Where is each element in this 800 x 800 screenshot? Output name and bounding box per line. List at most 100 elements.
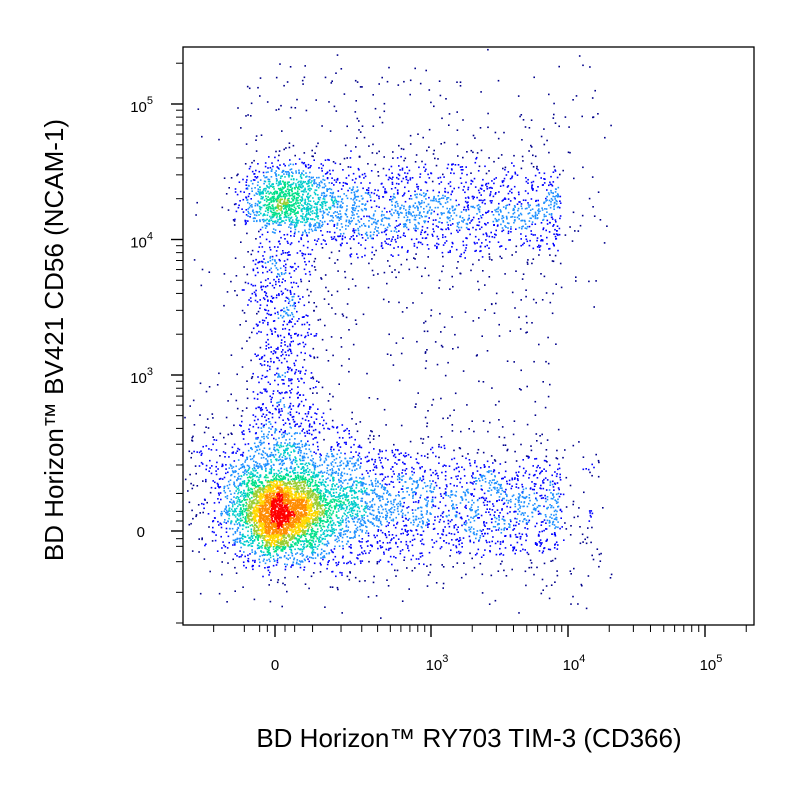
event-dot bbox=[303, 510, 305, 512]
event-dot bbox=[278, 538, 280, 541]
event-dot bbox=[333, 448, 335, 451]
event-dot bbox=[281, 484, 283, 487]
event-dot bbox=[339, 492, 341, 494]
event-dot bbox=[464, 506, 466, 508]
event-dot bbox=[263, 539, 265, 541]
event-dot bbox=[464, 528, 466, 531]
event-dot bbox=[240, 501, 243, 503]
event-dot bbox=[375, 493, 378, 496]
event-dot bbox=[254, 550, 256, 553]
event-dot bbox=[269, 493, 272, 495]
event-dot bbox=[256, 509, 259, 511]
event-dot bbox=[285, 445, 288, 447]
event-dot bbox=[301, 552, 303, 555]
event-dot bbox=[471, 482, 473, 484]
event-dot bbox=[266, 498, 268, 500]
event-dot bbox=[299, 528, 301, 530]
event-dot bbox=[335, 499, 337, 501]
event-dot bbox=[349, 560, 351, 563]
event-dot bbox=[319, 562, 322, 565]
event-dot bbox=[384, 504, 387, 506]
event-dot bbox=[279, 545, 282, 548]
event-dot bbox=[224, 456, 226, 458]
event-dot bbox=[266, 480, 269, 483]
event-dot bbox=[333, 506, 336, 508]
event-dot bbox=[304, 476, 307, 479]
event-dot bbox=[478, 477, 480, 480]
event-dot bbox=[344, 509, 347, 512]
event-dot bbox=[349, 571, 351, 573]
event-dot bbox=[311, 491, 313, 493]
event-dot bbox=[277, 534, 280, 536]
event-dot bbox=[262, 560, 265, 562]
event-dot bbox=[386, 503, 388, 506]
event-dot bbox=[305, 530, 307, 532]
event-dot bbox=[312, 494, 314, 496]
event-dot bbox=[545, 500, 547, 503]
event-dot bbox=[512, 529, 514, 531]
event-dot bbox=[323, 497, 325, 499]
event-dot bbox=[385, 525, 388, 528]
event-dot bbox=[283, 513, 286, 515]
event-dot bbox=[289, 459, 292, 461]
event-dot bbox=[305, 501, 308, 503]
event-dot bbox=[281, 410, 283, 412]
event-dot bbox=[331, 586, 334, 588]
event-dot bbox=[439, 537, 442, 539]
event-dot bbox=[242, 524, 245, 527]
event-dot bbox=[299, 506, 302, 508]
event-dot bbox=[270, 459, 272, 461]
event-dot bbox=[330, 534, 333, 536]
event-dot bbox=[470, 494, 473, 496]
event-dot bbox=[265, 518, 268, 520]
event-dot bbox=[421, 479, 423, 482]
event-dot bbox=[256, 491, 259, 493]
event-dot bbox=[373, 448, 375, 450]
event-dot bbox=[317, 474, 320, 476]
event-dot bbox=[285, 504, 288, 507]
event-dot bbox=[330, 499, 332, 501]
event-dot bbox=[235, 497, 237, 499]
event-dot bbox=[301, 507, 303, 509]
event-dot bbox=[284, 492, 287, 494]
event-dot bbox=[357, 490, 360, 493]
event-dot bbox=[351, 462, 353, 465]
event-dot bbox=[273, 545, 276, 548]
event-dot bbox=[319, 496, 322, 499]
event-dot bbox=[244, 544, 246, 546]
event-dot bbox=[433, 486, 436, 489]
event-dot bbox=[261, 504, 264, 507]
event-dot bbox=[238, 503, 240, 506]
event-dot bbox=[397, 475, 399, 478]
event-dot bbox=[378, 435, 380, 437]
event-dot bbox=[266, 530, 268, 533]
event-dot bbox=[258, 507, 260, 510]
event-dot bbox=[296, 523, 298, 525]
event-dot bbox=[293, 478, 295, 480]
event-dot bbox=[373, 518, 375, 520]
event-dot bbox=[335, 502, 338, 505]
event-dot bbox=[318, 498, 321, 500]
event-dot bbox=[386, 514, 388, 517]
event-dot bbox=[373, 491, 376, 494]
event-dot bbox=[313, 421, 315, 423]
event-dot bbox=[333, 500, 336, 502]
event-dot bbox=[223, 521, 226, 523]
event-dot bbox=[327, 502, 329, 504]
event-dot bbox=[407, 547, 409, 549]
event-dot bbox=[292, 522, 294, 524]
event-dot bbox=[275, 533, 278, 535]
event-dot bbox=[307, 500, 310, 503]
event-dot bbox=[274, 458, 277, 461]
event-dot bbox=[316, 484, 318, 486]
event-dot bbox=[290, 492, 293, 495]
event-dot bbox=[392, 470, 395, 473]
event-dot bbox=[303, 470, 305, 472]
event-dot bbox=[426, 485, 429, 487]
event-dot bbox=[257, 539, 259, 541]
event-dot bbox=[353, 503, 355, 505]
event-dot bbox=[247, 507, 249, 510]
event-dot bbox=[246, 493, 248, 496]
event-dot bbox=[245, 485, 248, 488]
event-dot bbox=[320, 490, 323, 492]
